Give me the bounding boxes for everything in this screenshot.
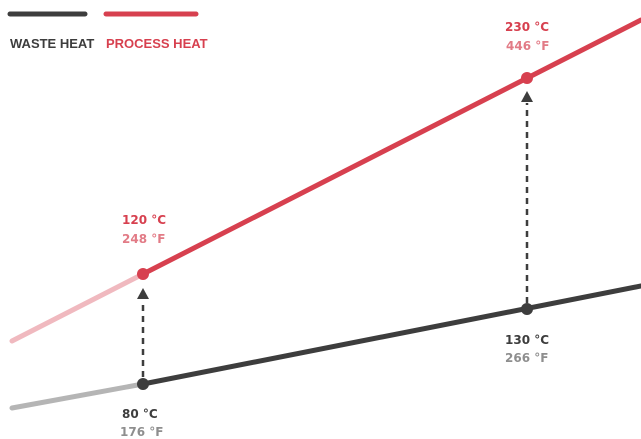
point-process-230 (521, 72, 533, 84)
point-waste-80 (137, 378, 149, 390)
label-waste-80-f: 176 °F (120, 425, 163, 439)
legend-label-waste: WASTE HEAT (10, 36, 94, 51)
waste-line-faded (9, 381, 146, 411)
point-waste-130 (521, 303, 533, 315)
label-waste-80-c: 80 °C (122, 407, 158, 421)
arrowhead-130-230 (521, 91, 533, 102)
arrowhead-80-120 (137, 288, 149, 299)
point-process-120 (137, 268, 149, 280)
label-process-230-c: 230 °C (505, 20, 549, 34)
label-process-120-f: 248 °F (122, 232, 165, 246)
process-line-faded (9, 271, 146, 344)
legend-label-process: PROCESS HEAT (106, 36, 208, 51)
label-waste-130-f: 266 °F (505, 351, 548, 365)
process-line (140, 17, 641, 277)
waste-line (140, 283, 641, 387)
label-waste-130-c: 130 °C (505, 333, 549, 347)
label-process-230-f: 446 °F (506, 39, 549, 53)
label-process-120-c: 120 °C (122, 213, 166, 227)
